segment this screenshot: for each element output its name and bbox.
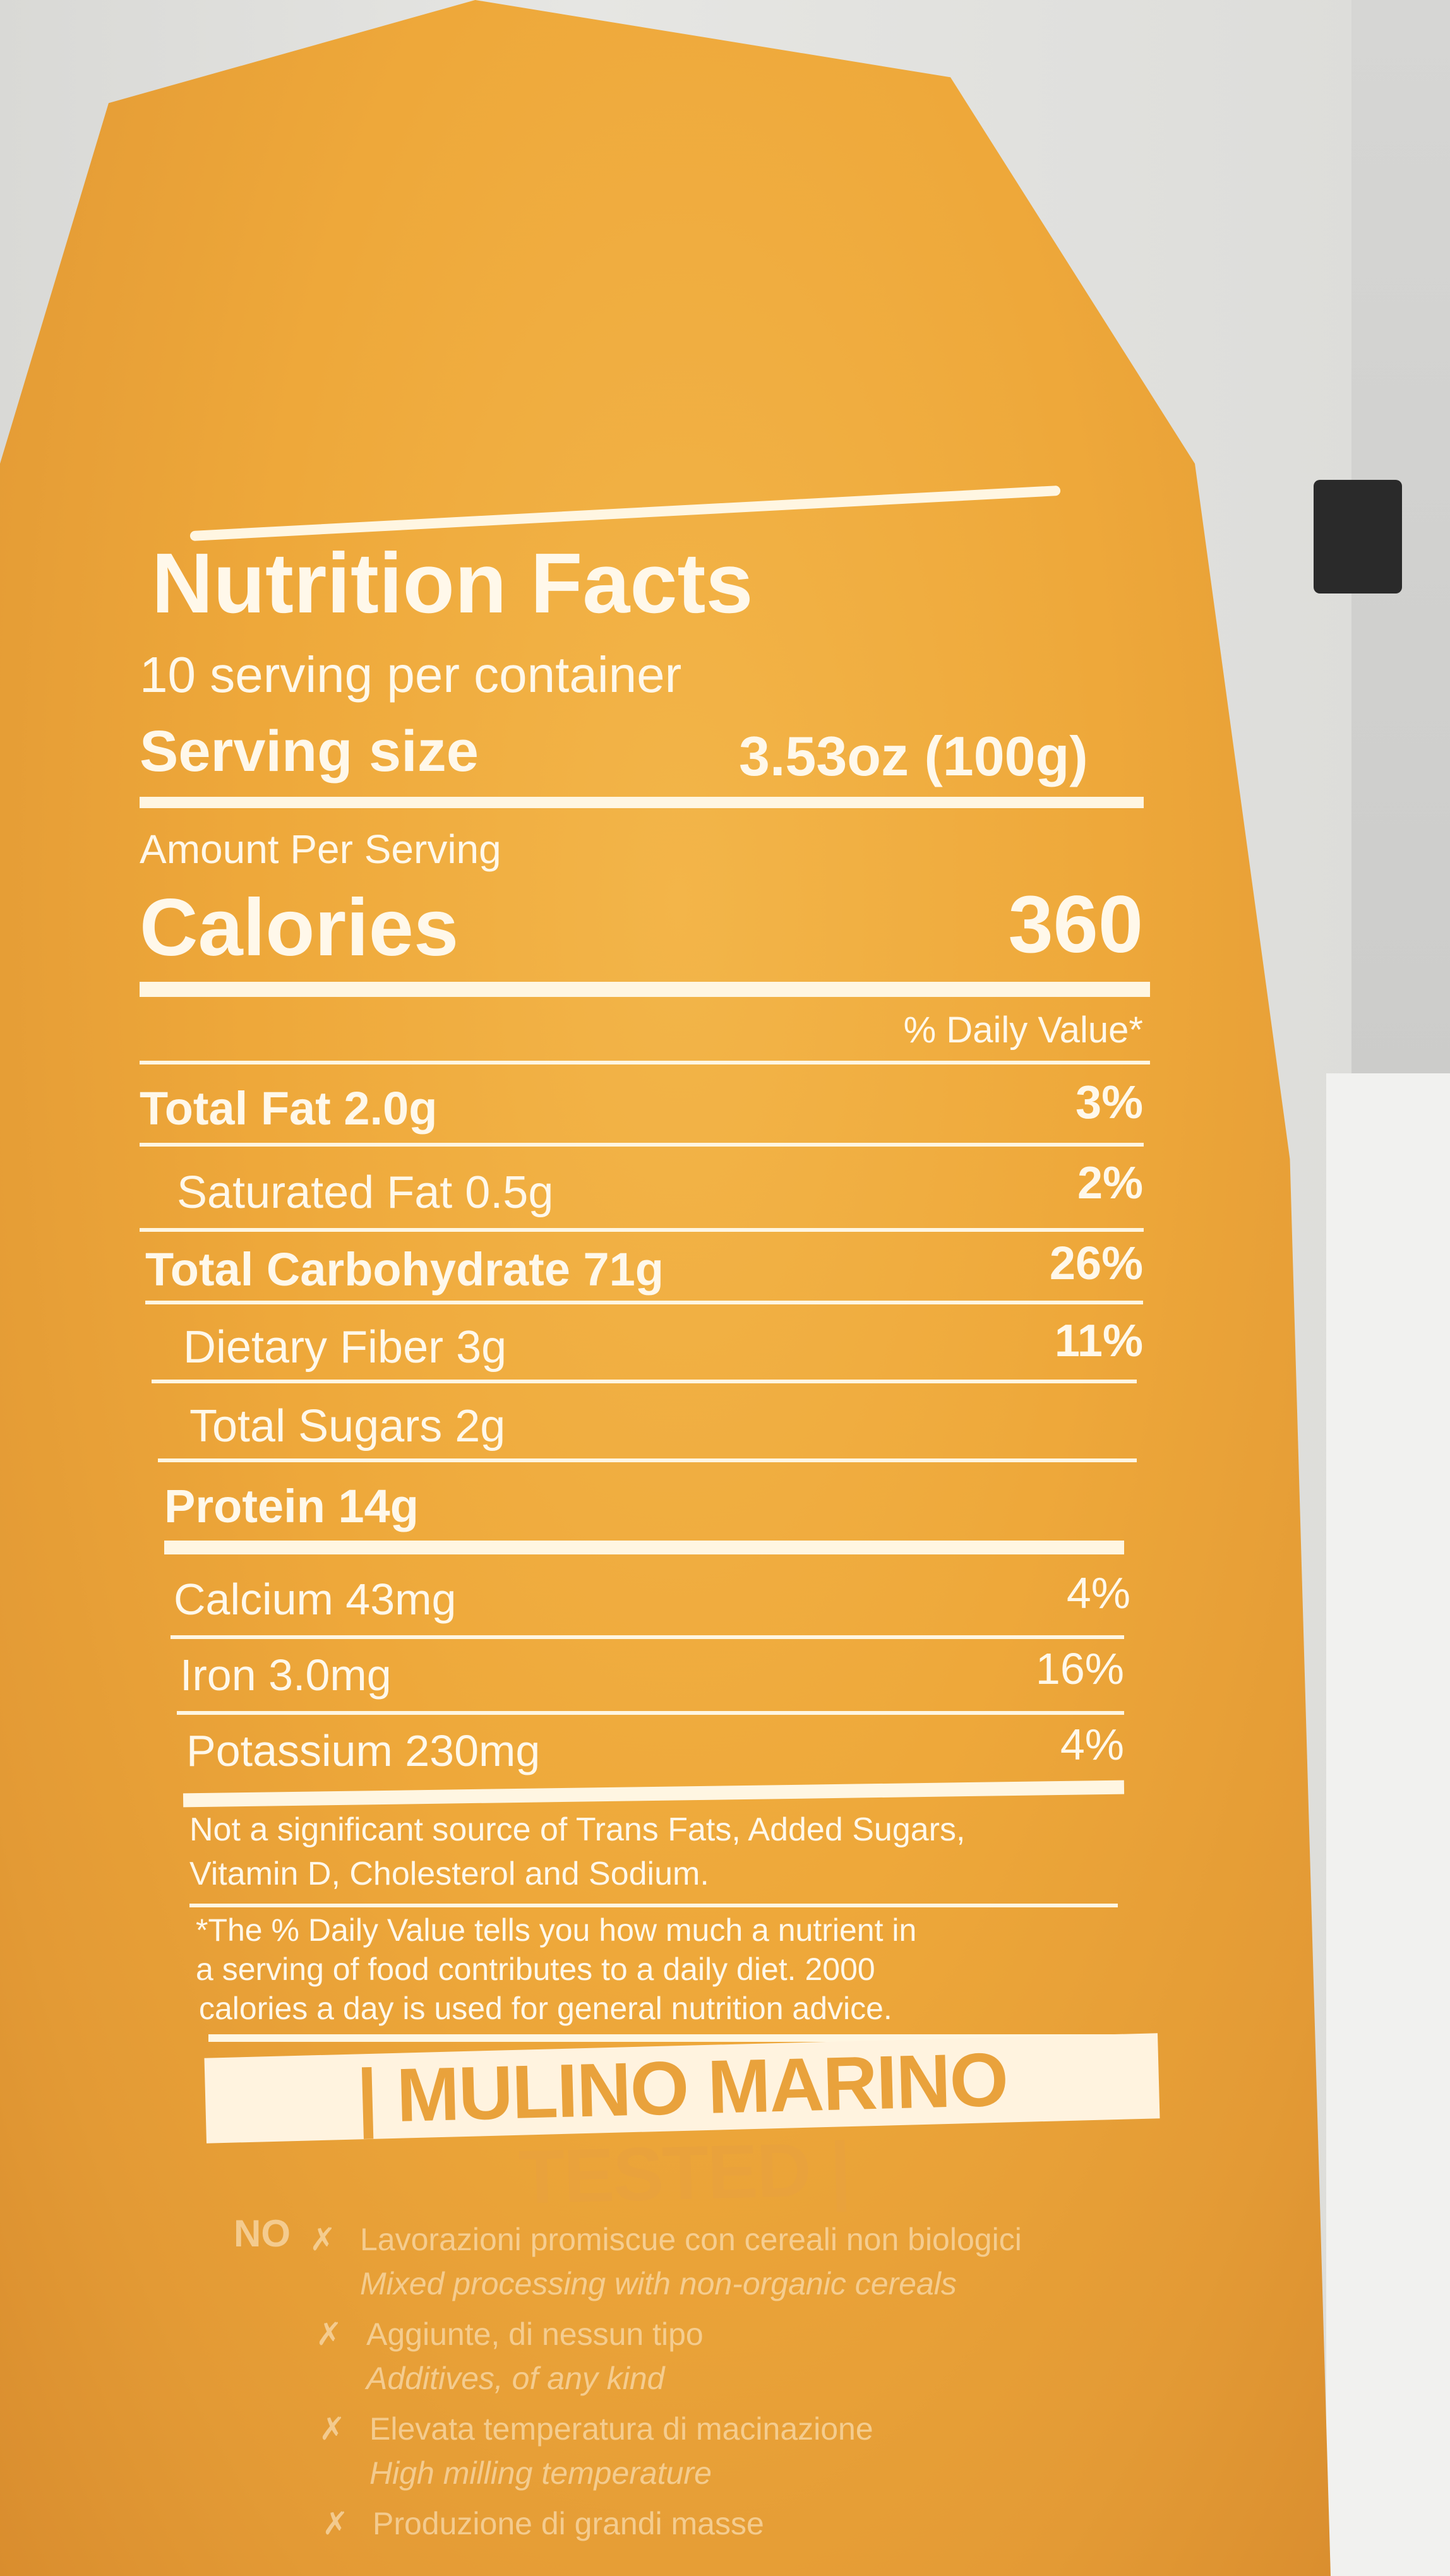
dv-total-fat: 3%	[1076, 1076, 1143, 1128]
divider	[140, 1061, 1150, 1064]
nutrient-total-sugars: Total Sugars 2g	[189, 1401, 506, 1452]
nutrient-saturated-fat: Saturated Fat 0.5g	[177, 1167, 554, 1218]
nutrient-iron: Iron 3.0mg	[180, 1650, 392, 1700]
dv-potassium: 4%	[1060, 1720, 1124, 1769]
no-item-it: Lavorazioni promiscue con cereali non bi…	[360, 2222, 1022, 2257]
no-item-en: High milling temperature	[369, 2455, 712, 2491]
divider-thick	[140, 982, 1150, 997]
divider	[158, 1458, 1137, 1462]
divider-thick	[183, 1780, 1125, 1808]
calories-value: 360	[1008, 880, 1143, 970]
dv-header: % Daily Value*	[903, 1010, 1143, 1051]
nutrient-potassium: Potassium 230mg	[186, 1726, 541, 1775]
title-swoosh	[189, 485, 1061, 542]
no-item-it: Elevata temperatura di macinazione	[369, 2411, 873, 2447]
label-title: Nutrition Facts	[152, 535, 753, 631]
divider	[177, 1711, 1124, 1715]
note-not-significant-line1: Not a significant source of Trans Fats, …	[189, 1811, 966, 1848]
divider	[189, 1904, 1118, 1907]
nutrient-total-carbohydrate: Total Carbohydrate 71g	[145, 1243, 664, 1296]
divider	[171, 1635, 1124, 1639]
dv-saturated-fat: 2%	[1077, 1158, 1143, 1208]
divider	[140, 1143, 1144, 1147]
no-item-en: Additives, of any kind	[366, 2361, 665, 2396]
dv-dietary-fiber: 11%	[1054, 1316, 1143, 1366]
divider	[152, 1380, 1137, 1383]
nutrient-total-fat: Total Fat 2.0g	[140, 1082, 438, 1135]
cross-icon: ✗	[316, 2317, 342, 2352]
servings-per-container: 10 serving per container	[140, 647, 682, 703]
divider	[140, 797, 1144, 808]
serving-size-label: Serving size	[140, 719, 479, 784]
nutrient-calcium: Calcium 43mg	[174, 1575, 457, 1624]
note-daily-value-line3: calories a day is used for general nutri…	[199, 1991, 892, 2026]
cross-icon: ✗	[319, 2411, 345, 2447]
counter-surface	[1326, 1073, 1450, 2576]
divider	[140, 1228, 1144, 1232]
serving-size-value: 3.53oz (100g)	[739, 725, 1088, 787]
product-bag: Nutrition Facts 10 serving per container…	[0, 0, 1331, 2576]
note-daily-value-line1: *The % Daily Value tells you how much a …	[196, 1912, 917, 1948]
no-item-it: Aggiunte, di nessun tipo	[366, 2317, 704, 2352]
divider	[145, 1301, 1143, 1304]
divider-thick	[164, 1541, 1124, 1554]
dv-iron: 16%	[1035, 1644, 1124, 1693]
no-item-en: Mixed processing with non-organic cereal…	[360, 2266, 957, 2301]
no-prefix: NO	[234, 2212, 291, 2255]
amount-per-serving: Amount Per Serving	[140, 826, 501, 872]
dv-total-carbohydrate: 26%	[1049, 1237, 1143, 1289]
nutrient-dietary-fiber: Dietary Fiber 3g	[183, 1322, 507, 1373]
dv-calcium: 4%	[1066, 1568, 1130, 1618]
mulino-marino-tested-banner: | MULINO MARINO TESTED |	[204, 2033, 1160, 2220]
no-item-it: Produzione di grandi masse	[373, 2506, 764, 2541]
cross-icon: ✗	[322, 2506, 349, 2541]
cross-icon: ✗	[309, 2222, 336, 2257]
note-not-significant-line2: Vitamin D, Cholesterol and Sodium.	[189, 1856, 709, 1892]
note-daily-value-line2: a serving of food contributes to a daily…	[196, 1952, 875, 1987]
door-handle	[1314, 480, 1402, 593]
nutrient-protein: Protein 14g	[164, 1480, 419, 1532]
calories-label: Calories	[140, 883, 459, 973]
